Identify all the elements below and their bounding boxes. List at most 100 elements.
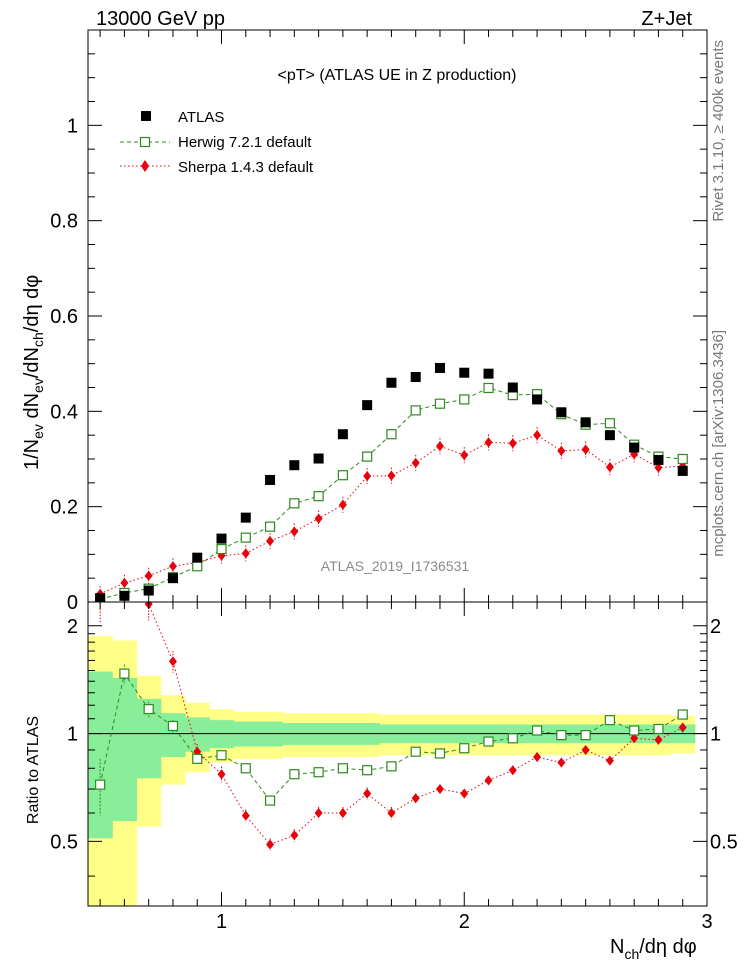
stat-uncertainty-band	[112, 677, 138, 821]
sherpa-ratio-point	[605, 755, 614, 766]
legend-label-sherpa: Sherpa 1.4.3 default	[178, 159, 314, 176]
ratio-y-tick-label-left: 1	[67, 724, 78, 746]
sherpa-ratio-point	[678, 722, 687, 733]
herwig-ratio-point	[289, 769, 300, 780]
herwig-ratio-point	[240, 763, 251, 774]
ratio-y-tick-label-right: 1	[710, 724, 721, 746]
sherpa-ratio-point	[435, 784, 444, 795]
atlas-point	[337, 429, 348, 440]
herwig-ratio-point	[386, 761, 397, 772]
herwig-ratio-point	[580, 730, 591, 741]
herwig-ratio-point	[410, 746, 421, 757]
sherpa-ratio-point	[120, 568, 128, 578]
sherpa-point	[120, 577, 129, 588]
atlas-point	[192, 552, 203, 563]
sherpa-ratio-point	[411, 793, 420, 804]
sherpa-point	[654, 462, 663, 473]
main-y-tick-label: 0.8	[50, 211, 78, 233]
sherpa-ratio-point	[508, 765, 517, 776]
herwig-ratio-point	[556, 730, 567, 741]
atlas-point	[556, 407, 567, 418]
atlas-point	[653, 454, 664, 465]
svg-text:Nch/dη dφ: Nch/dη dφ	[610, 936, 697, 962]
atlas-point	[216, 533, 227, 544]
herwig-ratio-point	[192, 753, 203, 764]
ratio-ticks: 0.5 0.5 1 1 2 2 1 2 3	[50, 602, 738, 933]
herwig-ratio-point	[459, 743, 470, 754]
sherpa-ratio-point	[363, 788, 372, 799]
atlas-point	[167, 573, 178, 584]
main-y-tick-label: 0.6	[50, 306, 78, 328]
main-y-tick-label: 1	[67, 115, 78, 137]
herwig-ratio-point	[483, 736, 494, 747]
mcplots-label: mcplots.cern.ch [arXiv:1306.3436]	[710, 330, 727, 557]
sherpa-point	[363, 471, 372, 482]
herwig-point	[459, 394, 470, 405]
main-y-tick-label: 0	[67, 592, 78, 614]
sherpa-point	[508, 438, 517, 449]
process-label: Z+Jet	[641, 8, 692, 30]
main-y-axis-label: 1/Nev dNev/dNch/dη dφ	[21, 275, 46, 470]
atlas-point	[677, 465, 688, 476]
sherpa-point	[411, 457, 420, 468]
sherpa-point	[605, 462, 614, 473]
sherpa-point	[484, 437, 493, 448]
analysis-watermark: ATLAS_2019_I1736531	[321, 558, 470, 574]
sherpa-point	[338, 499, 347, 510]
legend-item-sherpa: Sherpa 1.4.3 default	[120, 159, 314, 176]
sherpa-ratio-point	[557, 757, 566, 768]
atlas-point	[410, 372, 421, 383]
herwig-point	[483, 382, 494, 394]
herwig-ratio-point	[313, 767, 324, 778]
stat-uncertainty-band	[185, 717, 210, 752]
main-y-ticks: 0 0.2 0.4 0.6 0.8 1	[50, 30, 707, 614]
sherpa-ratio-point	[168, 656, 177, 667]
ratio-y-axis-label: Ratio to ATLAS	[25, 716, 42, 824]
sherpa-ratio-point	[654, 734, 663, 745]
atlas-point	[629, 442, 640, 453]
sherpa-point	[581, 444, 590, 455]
herwig-ratio-point	[629, 725, 640, 736]
sherpa-point	[460, 450, 469, 461]
stat-uncertainty-band	[88, 671, 113, 839]
sherpa-ratio-point	[338, 808, 347, 819]
herwig-ratio-point	[216, 750, 227, 761]
herwig-ratio-point	[677, 709, 688, 720]
atlas-point	[265, 474, 276, 485]
legend-label-atlas: ATLAS	[178, 109, 224, 126]
atlas-point	[580, 417, 591, 428]
herwig-ratio-point	[264, 795, 276, 806]
ratio-y-tick-label-left: 2	[67, 616, 78, 638]
sherpa-point	[557, 445, 566, 456]
ratio-y-tick-label-right: 0.5	[710, 831, 738, 853]
main-panel: <pT> (ATLAS UE in Z production) ATLAS_20…	[21, 29, 708, 614]
sherpa-point	[144, 570, 153, 581]
herwig-point	[192, 561, 203, 572]
ratio-panel: 0.5 0.5 1 1 2 2 1 2 3 Ratio to ATLAS Nch/dη dφ	[25, 568, 738, 962]
atlas-point	[289, 460, 300, 471]
herwig-point	[313, 491, 324, 502]
herwig-point	[386, 429, 397, 440]
herwig-ratio-point	[119, 668, 130, 679]
sherpa-ratio-point	[484, 775, 493, 786]
x-tick-label: 2	[459, 911, 470, 933]
sherpa-point	[435, 441, 444, 452]
herwig-point	[289, 498, 300, 509]
sherpa-ratio-point	[290, 830, 299, 841]
herwig-point	[410, 405, 421, 416]
ratio-plot-area	[88, 568, 707, 906]
sherpa-ratio-point	[630, 733, 639, 744]
svg-text:1/Nev dNev/dNch/dη dφ: 1/Nev dNev/dNch/dη dφ	[21, 275, 46, 470]
herwig-ratio-point	[143, 704, 154, 715]
sherpa-point	[266, 535, 275, 546]
x-tick-label: 1	[216, 911, 227, 933]
energy-label: 13000 GeV pp	[96, 8, 225, 30]
atlas-point	[143, 585, 154, 596]
legend: ATLAS Herwig 7.2.1 default Sherpa 1.4.3 …	[120, 109, 314, 176]
legend-label-herwig: Herwig 7.2.1 default	[178, 134, 312, 151]
herwig-point	[216, 543, 227, 555]
atlas-point	[459, 367, 470, 378]
herwig-ratio-point	[507, 733, 518, 744]
sherpa-ratio-point	[217, 769, 226, 780]
herwig-ratio-point	[167, 720, 179, 732]
